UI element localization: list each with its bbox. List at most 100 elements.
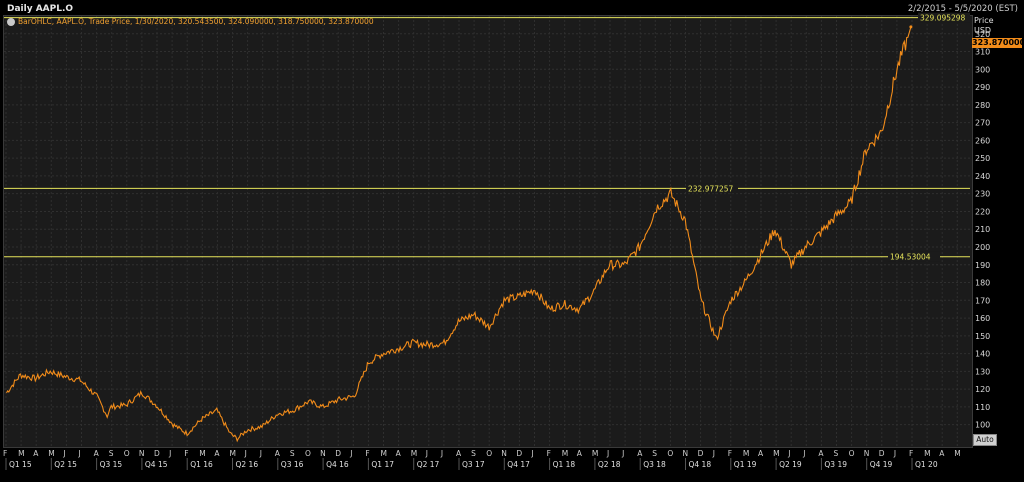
series-layer — [6, 25, 913, 443]
x-month-label: S — [109, 449, 114, 458]
horizontal-levels: 329.095298 232.977257 194.53004 — [4, 12, 970, 262]
x-month-label: M — [411, 449, 417, 458]
x-quarter-label: Q2 16 — [236, 460, 259, 469]
x-quarter-label: Q3 17 — [462, 460, 485, 469]
y-tick-label: 280 — [975, 101, 990, 110]
y-tick-label: 180 — [975, 279, 990, 288]
y-axis-unit: USD — [974, 26, 992, 35]
price-series-line — [6, 26, 912, 443]
y-tick-label: 170 — [975, 296, 990, 305]
chart-title: Daily AAPL.O — [7, 4, 74, 14]
y-axis-header: Price USD — [974, 16, 1022, 36]
x-month-label: S — [471, 449, 476, 458]
x-month-label: A — [818, 449, 824, 458]
x-month-label: J — [425, 449, 428, 458]
x-month-label: A — [94, 449, 100, 458]
x-month-label: A — [214, 449, 220, 458]
x-quarter-label: Q1 19 — [734, 460, 757, 469]
y-tick-label: 120 — [975, 385, 990, 394]
x-month-label: A — [939, 449, 945, 458]
y-tick-label: 290 — [975, 83, 990, 92]
y-tick-label: 310 — [975, 48, 990, 57]
x-month-label: J — [244, 449, 247, 458]
y-tick-label: 150 — [975, 332, 990, 341]
x-month-label: M — [743, 449, 749, 458]
y-tick-label: 220 — [975, 207, 990, 216]
y-tick-label: 320 — [975, 30, 990, 39]
x-quarter-label: Q3 18 — [643, 460, 666, 469]
x-month-label: D — [879, 449, 885, 458]
x-month-label: M — [199, 449, 205, 458]
y-tick-label: 250 — [975, 154, 990, 163]
y-axis-label: Price — [974, 16, 994, 25]
x-month-label: M — [592, 449, 598, 458]
x-month-label: A — [275, 449, 281, 458]
x-month-label: F — [728, 449, 732, 458]
level-label: 329.095298 — [920, 14, 966, 23]
level-label: 194.53004 — [890, 253, 931, 262]
x-month-label: F — [909, 449, 913, 458]
x-month-label: J — [168, 449, 171, 458]
x-month-label: J — [621, 449, 624, 458]
series-settings-icon[interactable] — [7, 17, 15, 26]
level-label: 232.977257 — [688, 184, 734, 193]
x-quarter-label: Q1 16 — [190, 460, 213, 469]
x-month-label: A — [33, 449, 39, 458]
x-month-label: D — [698, 449, 704, 458]
x-month-label: A — [396, 449, 402, 458]
x-month-label: M — [924, 449, 930, 458]
y-tick-label: 160 — [975, 314, 990, 323]
y-axis-ticks: 100 110 120 130 140 150 160 170 180 190 200 210 220 2… — [975, 30, 990, 430]
x-quarter-label: Q1 18 — [553, 460, 576, 469]
legend[interactable]: BarOHLC, AAPL.O, Trade Price, 1/30/2020,… — [7, 17, 374, 26]
y-tick-label: 200 — [975, 243, 990, 252]
y-tick-label: 110 — [975, 403, 990, 412]
x-month-label: J — [62, 449, 65, 458]
x-month-label: M — [954, 449, 960, 458]
x-month-label: M — [18, 449, 24, 458]
x-month-label: J — [802, 449, 805, 458]
x-month-label: O — [305, 449, 311, 458]
x-month-label: D — [335, 449, 341, 458]
x-month-label: D — [516, 449, 522, 458]
x-month-label: J — [893, 449, 896, 458]
grid-lines — [4, 16, 970, 446]
x-month-label: O — [486, 449, 492, 458]
x-month-label: F — [184, 449, 188, 458]
x-month-label: F — [547, 449, 551, 458]
x-month-label: A — [637, 449, 643, 458]
x-month-label: M — [381, 449, 387, 458]
x-quarter-label: Q1 15 — [9, 460, 32, 469]
x-month-label: A — [758, 449, 764, 458]
y-tick-label: 100 — [975, 421, 990, 430]
x-month-label: F — [3, 449, 7, 458]
x-month-label: O — [667, 449, 673, 458]
x-month-label: M — [773, 449, 779, 458]
x-month-label: D — [154, 449, 160, 458]
x-month-label: S — [290, 449, 295, 458]
x-quarter-label: Q4 18 — [689, 460, 712, 469]
x-month-label: J — [606, 449, 609, 458]
auto-scale-button[interactable]: Auto — [973, 434, 997, 446]
x-month-label: J — [440, 449, 443, 458]
x-month-label: M — [48, 449, 54, 458]
x-month-label: J — [531, 449, 534, 458]
x-quarter-label: Q1 20 — [915, 460, 938, 469]
x-month-label: J — [259, 449, 262, 458]
x-quarter-label: Q3 19 — [824, 460, 847, 469]
x-month-label: N — [139, 449, 145, 458]
last-price-point — [909, 25, 913, 29]
y-tick-label: 240 — [975, 172, 990, 181]
x-month-label: A — [577, 449, 583, 458]
level-label-bg — [918, 12, 970, 23]
x-month-label: N — [501, 449, 507, 458]
x-quarter-label: Q2 15 — [54, 460, 77, 469]
y-tick-label: 270 — [975, 119, 990, 128]
y-tick-label: 210 — [975, 225, 990, 234]
level-label-bg — [686, 183, 738, 194]
x-month-label: A — [456, 449, 462, 458]
last-price-badge: 323.870000 — [972, 38, 1024, 48]
x-month-label: N — [864, 449, 870, 458]
